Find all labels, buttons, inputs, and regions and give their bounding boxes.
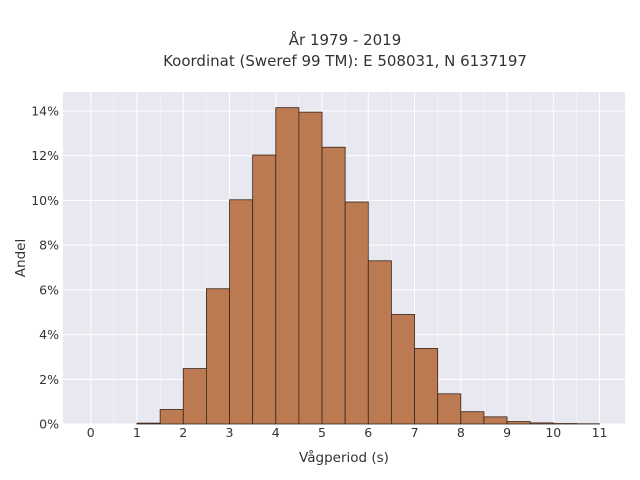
- y-tick-label-1: 2%: [39, 372, 59, 387]
- bar-9: [344, 201, 369, 425]
- x-tick-label-3: 3: [226, 425, 234, 440]
- y-tick-label-2: 4%: [39, 327, 59, 342]
- bar-6: [275, 107, 300, 425]
- bar-3: [205, 288, 230, 425]
- x-tick-label-10: 10: [545, 425, 561, 440]
- chart-title-line-1: År 1979 - 2019: [289, 30, 402, 49]
- histogram-bars: [136, 107, 600, 425]
- bar-13: [437, 393, 462, 425]
- x-tick-label-2: 2: [179, 425, 187, 440]
- y-tick-label-0: 0%: [39, 417, 59, 432]
- bar-16: [506, 421, 531, 425]
- bar-7: [298, 111, 323, 425]
- chart-title-line-2: Koordinat (Sweref 99 TM): E 508031, N 61…: [163, 52, 527, 70]
- bar-0: [136, 422, 161, 425]
- x-tick-label-6: 6: [364, 425, 372, 440]
- bar-2: [182, 368, 207, 425]
- x-tick-labels: 0 1 2 3 4 5 6 7 8 9 10 11: [87, 425, 608, 440]
- x-tick-label-9: 9: [503, 425, 511, 440]
- y-tick-label-6: 12%: [31, 148, 59, 163]
- bar-14: [460, 411, 485, 425]
- bar-8: [321, 146, 346, 425]
- x-tick-label-5: 5: [318, 425, 326, 440]
- x-tick-label-8: 8: [457, 425, 465, 440]
- bar-11: [391, 314, 415, 425]
- bar-1: [159, 409, 184, 425]
- y-tick-label-7: 14%: [31, 104, 59, 119]
- bar-5: [252, 154, 277, 425]
- y-tick-label-4: 8%: [39, 238, 59, 253]
- x-tick-label-11: 11: [592, 425, 608, 440]
- x-axis-title: Vågperiod (s): [299, 449, 389, 466]
- bar-12: [414, 348, 439, 425]
- bar-10: [367, 260, 392, 425]
- x-tick-label-7: 7: [411, 425, 419, 440]
- bar-4: [229, 199, 254, 425]
- x-tick-label-0: 0: [87, 425, 95, 440]
- y-tick-labels: 0% 2% 4% 6% 8% 10% 12% 14%: [31, 104, 59, 432]
- x-tick-label-1: 1: [133, 425, 141, 440]
- y-axis-title: Andel: [13, 239, 29, 277]
- y-tick-label-5: 10%: [31, 193, 59, 208]
- y-tick-label-3: 6%: [39, 282, 59, 297]
- x-tick-label-4: 4: [272, 425, 280, 440]
- bar-15: [483, 416, 508, 425]
- bar-17: [529, 422, 554, 425]
